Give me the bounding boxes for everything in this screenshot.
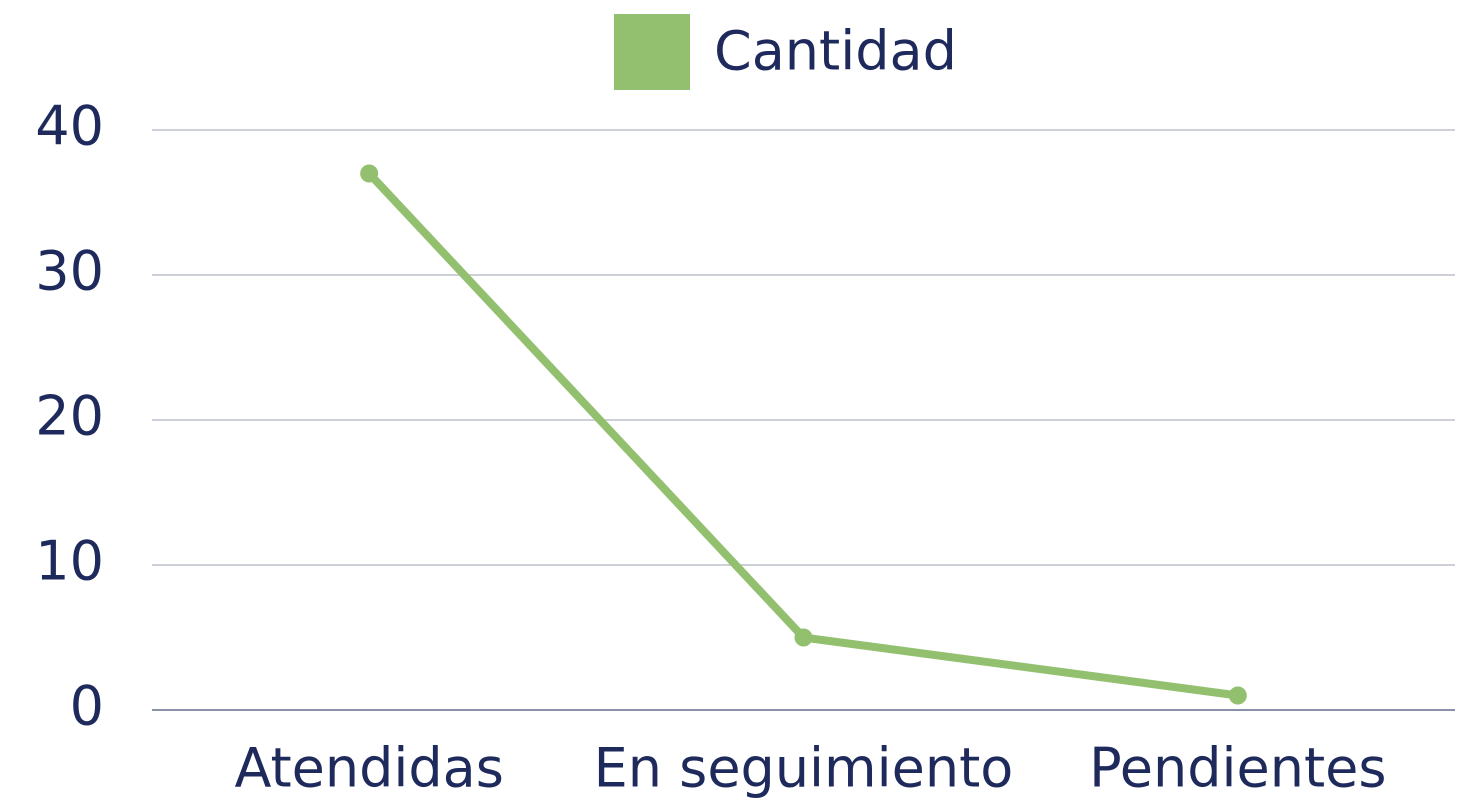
point xyxy=(1228,686,1247,705)
x-tick-label: Atendidas xyxy=(234,737,503,800)
y-tick-label: 20 xyxy=(35,385,104,448)
y-tick-label: 0 xyxy=(70,675,104,738)
y-tick-label: 30 xyxy=(35,240,104,303)
legend-swatch xyxy=(614,14,690,90)
x-tick-label: Pendientes xyxy=(1089,737,1386,800)
x-tick-label: En seguimiento xyxy=(594,737,1014,800)
point xyxy=(360,164,379,183)
legend-label: Cantidad xyxy=(714,20,957,83)
point xyxy=(794,628,813,647)
line xyxy=(366,170,1239,700)
y-tick-label: 10 xyxy=(35,530,104,593)
y-tick-label: 40 xyxy=(35,95,104,158)
